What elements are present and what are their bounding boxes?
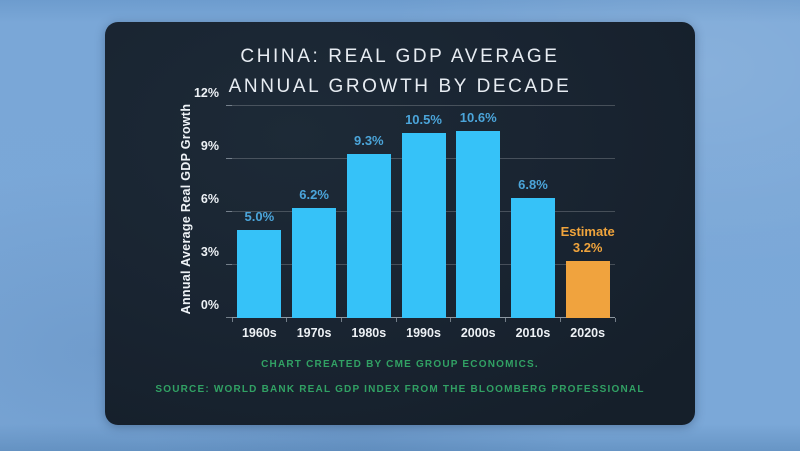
bar-column: 6.2% 1970s [287, 106, 342, 340]
gridline [232, 105, 615, 106]
x-axis-tick [614, 318, 616, 322]
x-axis-tick [286, 318, 288, 322]
y-tick-label: 3% [200, 244, 219, 259]
x-axis-tick [231, 318, 233, 322]
value-label: 5.0% [244, 208, 275, 224]
x-tick-label: 2000s [460, 326, 496, 340]
chart-title: CHINA: REAL GDP AVERAGE ANNUAL GROWTH BY… [105, 42, 695, 102]
bar [237, 229, 282, 318]
bar-column: 10.6% 2000s [451, 106, 506, 340]
y-tick-label: 0% [200, 297, 219, 312]
bar-column: 9.3% 1980s [341, 106, 396, 340]
x-axis-tick [340, 318, 342, 322]
x-tick-label: 1980s [351, 326, 387, 340]
chart-title-line1: CHINA: REAL GDP AVERAGE [240, 46, 560, 67]
x-axis-tick [395, 318, 397, 322]
y-tick-label: 12% [193, 85, 219, 100]
bar-column: 5.0% 1960s [232, 106, 287, 340]
footer-source: SOURCE: WORLD BANK REAL GDP INDEX FROM T… [155, 384, 645, 395]
estimate-value: 3.2% [572, 240, 603, 256]
bar [401, 132, 446, 318]
bar-series: 5.0% 1960s 6.2% 1970s 9.3% 1980s 10.5% 1990s 10.… [232, 106, 615, 340]
bar-column: 10.5% 1990s [396, 106, 451, 340]
value-label: 6.2% [299, 187, 329, 203]
bar [510, 197, 555, 318]
x-axis-tick [505, 318, 507, 322]
x-axis-tick [450, 318, 452, 322]
y-tick-label: 6% [200, 191, 219, 206]
bar-estimate [565, 261, 610, 318]
estimate-tag: Estimate [560, 224, 615, 240]
bar-column: 6.8% 2010s [506, 106, 561, 340]
chart-card: CHINA: REAL GDP AVERAGE ANNUAL GROWTH BY… [105, 22, 695, 425]
chart-title-line2: ANNUAL GROWTH BY DECADE [228, 76, 572, 97]
value-label: 10.6% [459, 109, 497, 125]
value-label: 6.8% [518, 176, 548, 192]
y-tick-label: 9% [200, 138, 219, 153]
x-tick-label: 1970s [296, 326, 332, 340]
bar [456, 130, 501, 318]
x-tick-label: 1960s [241, 326, 277, 340]
y-tick-mark [226, 158, 232, 159]
y-tick-mark [226, 105, 232, 106]
x-tick-label: 2010s [515, 326, 551, 340]
plot-area: 0% 3% 6% 9% 12% 5.0% 1960s 6.2% 1970s 9.3% 1980s 10… [194, 86, 616, 340]
y-tick-mark [226, 317, 232, 318]
x-axis-tick [559, 318, 561, 322]
bar-column: Estimate 3.2% 2020s [560, 106, 615, 340]
y-tick-mark [226, 264, 232, 265]
value-label: 10.5% [405, 111, 442, 127]
estimate-value-label: Estimate 3.2% [561, 224, 615, 256]
bar [346, 153, 391, 318]
bar [292, 208, 337, 318]
x-tick-label: 2020s [570, 326, 606, 340]
x-tick-label: 1990s [406, 326, 441, 340]
footer-credit: CHART CREATED BY CME GROUP ECONOMICS. [261, 359, 539, 370]
y-axis-title: Annual Average Real GDP Growth [179, 103, 193, 315]
value-label: 9.3% [353, 132, 384, 148]
y-tick-mark [226, 211, 232, 212]
